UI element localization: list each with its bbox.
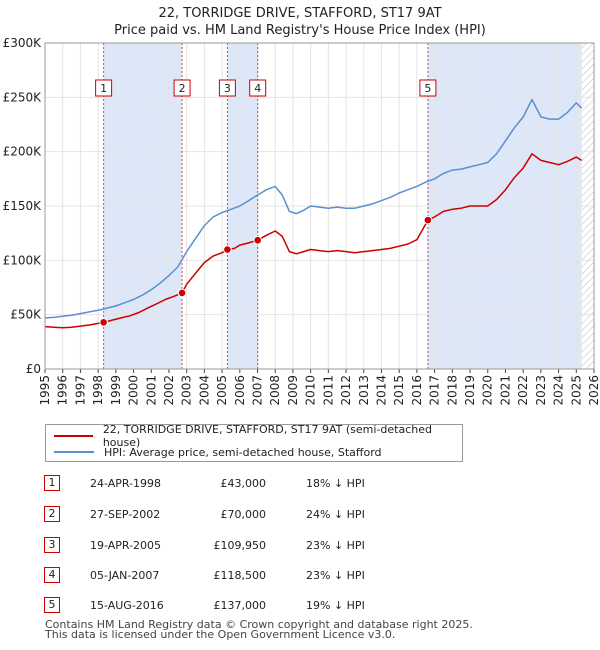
- transaction-point: [99, 317, 108, 327]
- transaction-price: £118,500: [213, 569, 267, 582]
- x-tick-label: 1997: [73, 375, 87, 406]
- transaction-label: 2: [179, 82, 186, 95]
- legend-swatch-property: [54, 435, 93, 437]
- legend-swatch-hpi: [54, 451, 94, 453]
- y-tick-label: £50K: [10, 308, 42, 322]
- transaction-point: [177, 288, 187, 298]
- y-tick-label: £0: [26, 362, 41, 376]
- y-tick-label: £200K: [3, 145, 43, 159]
- transaction-label-box: [218, 79, 236, 97]
- x-tick-label: 2002: [162, 375, 176, 406]
- transaction-hpi-diff: 23% ↓ HPI: [306, 569, 365, 582]
- x-tick-label: 1995: [38, 375, 52, 406]
- transaction-date: 24-APR-1998: [90, 477, 162, 490]
- footer-line: Contains HM Land Registry data © Crown c…: [45, 618, 473, 631]
- transaction-label-box: [173, 79, 191, 97]
- x-tick-label: 2011: [321, 375, 335, 406]
- transaction-label-box: [95, 79, 113, 97]
- x-tick-label: 1998: [91, 375, 105, 406]
- x-tick-label: 2012: [339, 375, 353, 406]
- transaction-price: £109,950: [213, 539, 267, 552]
- legend-item-hpi: HPI: Average price, semi-detached house,…: [54, 444, 382, 460]
- hpi-line: [44, 98, 583, 319]
- transaction-point: [423, 215, 433, 225]
- transaction-number-badge: 2: [44, 506, 60, 522]
- transaction-number-badge: 4: [44, 567, 60, 583]
- property-price-line: [44, 153, 582, 329]
- transaction-label: 5: [424, 82, 431, 95]
- transaction-hpi-diff: 19% ↓ HPI: [306, 599, 365, 612]
- transaction-price: £137,000: [213, 599, 267, 612]
- x-tick-label: 2023: [534, 375, 548, 406]
- plot-border: [44, 42, 595, 370]
- x-tick-label: 2006: [233, 375, 247, 406]
- transaction-label-box: [419, 79, 437, 97]
- x-tick-label: 2007: [251, 375, 265, 406]
- transaction-label: 4: [254, 82, 261, 95]
- x-tick-label: 2000: [127, 375, 141, 406]
- x-tick-label: 2009: [286, 375, 300, 406]
- footer-line: This data is licensed under the Open Gov…: [45, 628, 396, 641]
- transaction-price: £70,000: [220, 508, 267, 521]
- transaction-hpi-diff: 23% ↓ HPI: [306, 539, 365, 552]
- transaction-date: 15-AUG-2016: [90, 599, 164, 612]
- x-tick-label: 2018: [445, 375, 459, 406]
- transaction-hpi-diff: 18% ↓ HPI: [306, 477, 365, 490]
- x-tick-label: 1999: [109, 375, 123, 406]
- transaction-point: [223, 245, 232, 254]
- x-tick-label: 2026: [587, 375, 600, 406]
- legend-label-hpi: HPI: Average price, semi-detached house,…: [104, 445, 382, 459]
- transaction-number-badge: 5: [44, 597, 60, 613]
- x-tick-label: 2025: [569, 375, 583, 406]
- x-tick-label: 2015: [392, 375, 406, 406]
- x-tick-label: 2021: [498, 375, 512, 406]
- legend-item-property: 22, TORRIDGE DRIVE, STAFFORD, ST17 9AT (…: [54, 423, 462, 449]
- transaction-label: 1: [100, 82, 107, 95]
- y-tick-label: £150K: [3, 199, 43, 213]
- y-tick-label: £300K: [3, 36, 43, 50]
- x-tick-label: 2014: [374, 375, 388, 406]
- y-tick-label: £250K: [3, 90, 43, 104]
- chart-legend: 22, TORRIDGE DRIVE, STAFFORD, ST17 9AT (…: [45, 423, 463, 462]
- y-tick-label: £100K: [3, 253, 43, 267]
- transaction-date: 27-SEP-2002: [90, 508, 161, 521]
- price-chart: 22, TORRIDGE DRIVE, STAFFORD, ST17 9AT P…: [3, 6, 600, 406]
- transaction-price: £43,000: [220, 477, 267, 490]
- x-tick-label: 2013: [357, 375, 371, 406]
- transaction-label: 3: [224, 82, 231, 95]
- transaction-label-box: [249, 79, 267, 97]
- x-tick-label: 2016: [410, 375, 424, 406]
- transaction-date: 19-APR-2005: [90, 539, 162, 552]
- x-tick-label: 1996: [56, 375, 70, 406]
- x-tick-label: 2022: [516, 375, 530, 406]
- x-tick-label: 2017: [428, 375, 442, 406]
- x-tick-label: 2010: [304, 375, 318, 406]
- transaction-number-badge: 1: [44, 475, 60, 491]
- x-tick-label: 2005: [215, 375, 229, 406]
- chart-title-line1: 22, TORRIDGE DRIVE, STAFFORD, ST17 9AT: [158, 6, 441, 21]
- transaction-date: 05-JAN-2007: [90, 569, 160, 582]
- transaction-number-badge: 3: [44, 537, 60, 553]
- x-tick-label: 2003: [180, 375, 194, 406]
- chart-title-line2: Price paid vs. HM Land Registry's House …: [114, 23, 486, 38]
- legend-label-property: 22, TORRIDGE DRIVE, STAFFORD, ST17 9AT (…: [102, 423, 432, 449]
- x-tick-label: 2024: [552, 375, 566, 406]
- footer-attribution: Contains HM Land Registry data © Crown c…: [45, 618, 473, 641]
- transaction-hpi-diff: 24% ↓ HPI: [306, 508, 365, 521]
- x-tick-label: 2019: [463, 375, 477, 406]
- x-tick-label: 2020: [481, 375, 495, 406]
- x-tick-label: 2008: [268, 375, 282, 406]
- transaction-point: [253, 235, 262, 245]
- x-tick-label: 2001: [144, 375, 158, 406]
- x-tick-label: 2004: [197, 375, 211, 406]
